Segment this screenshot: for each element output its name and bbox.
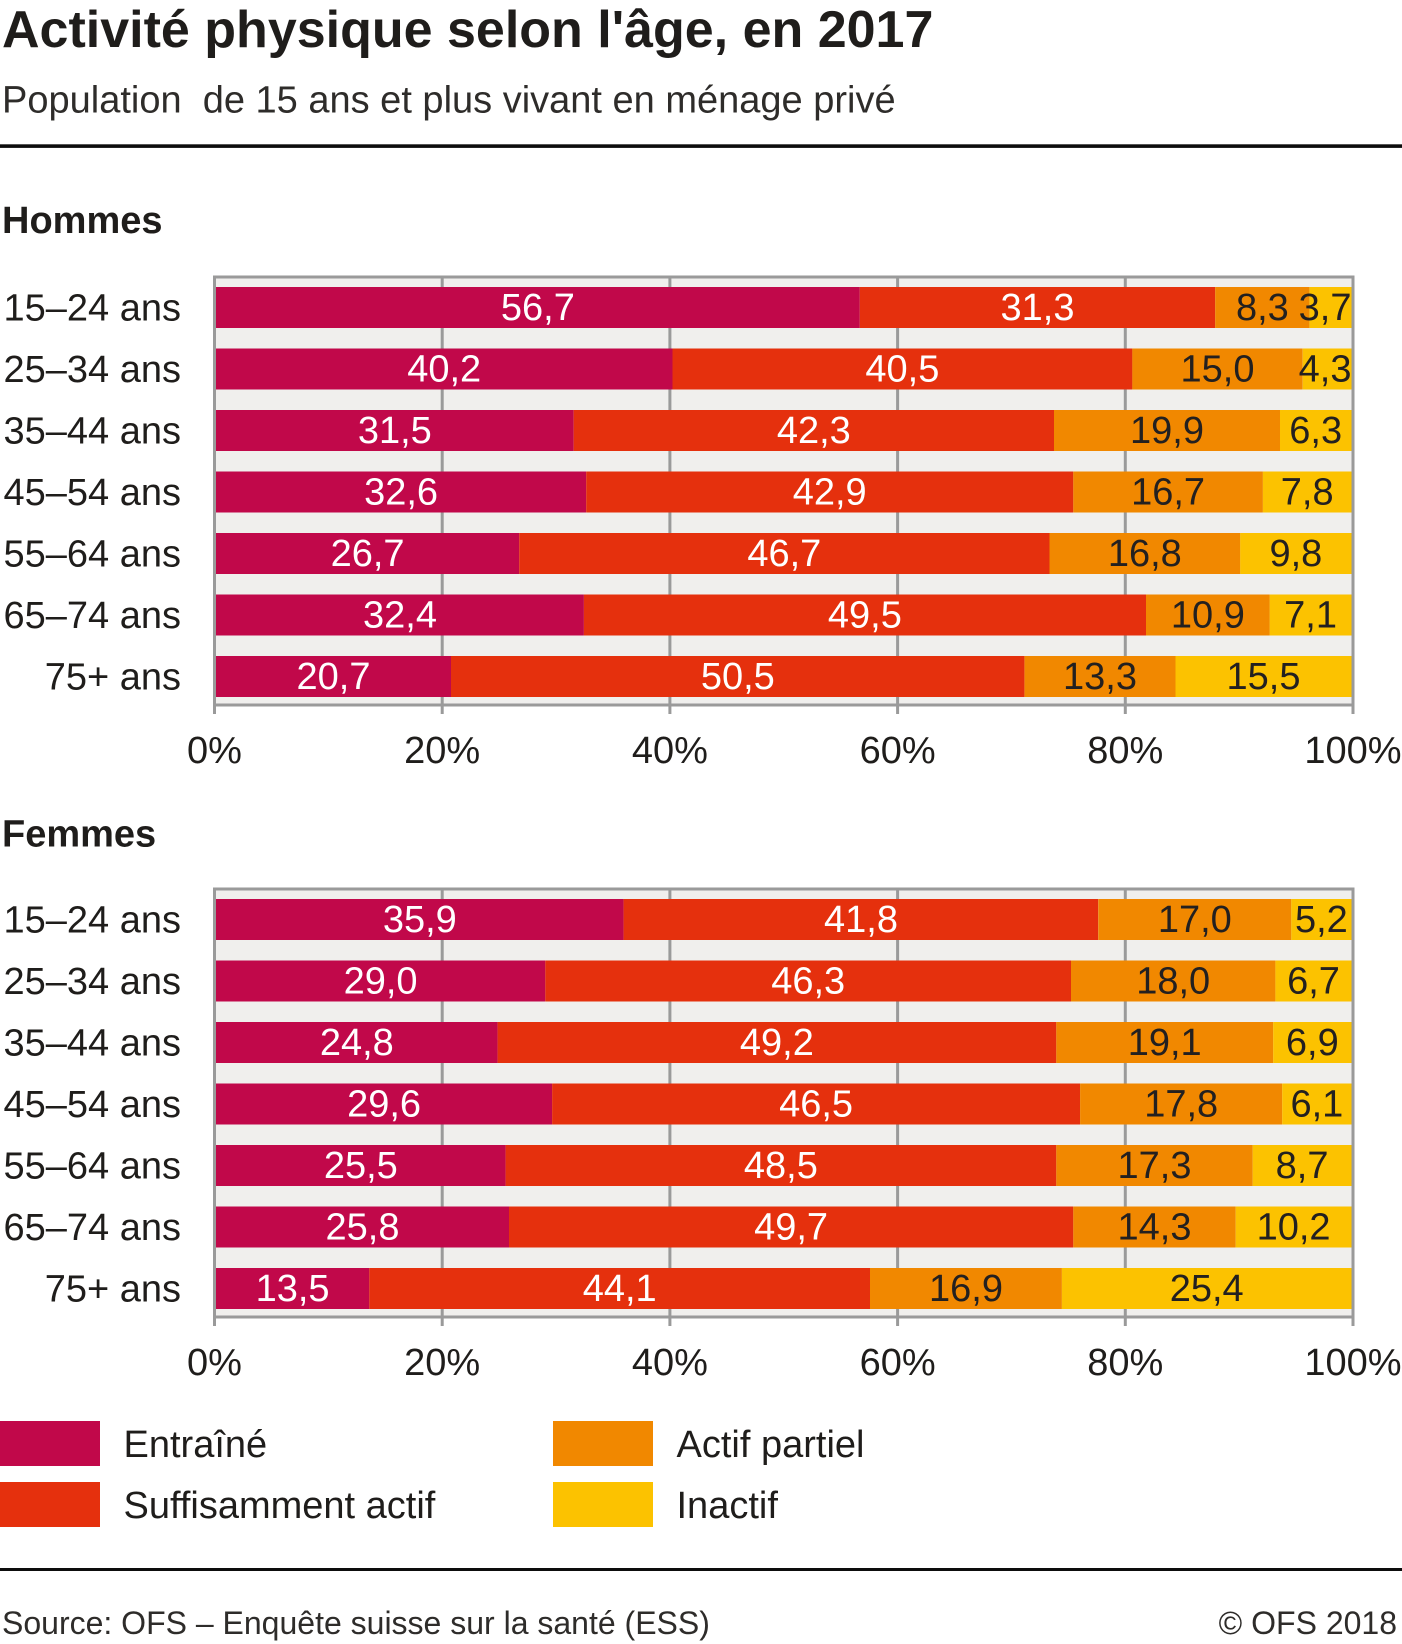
svg-text:Hommes: Hommes xyxy=(2,200,163,242)
svg-text:Source: OFS – Enquête suisse s: Source: OFS – Enquête suisse sur la sant… xyxy=(2,1605,710,1641)
svg-text:49,2: 49,2 xyxy=(740,1022,814,1064)
svg-text:10,9: 10,9 xyxy=(1171,595,1245,637)
svg-text:3,7: 3,7 xyxy=(1299,287,1352,329)
svg-text:13,5: 13,5 xyxy=(256,1268,330,1310)
svg-text:6,1: 6,1 xyxy=(1290,1084,1343,1126)
svg-text:40%: 40% xyxy=(632,730,708,772)
svg-text:0%: 0% xyxy=(187,1342,242,1384)
svg-text:15–24 ans: 15–24 ans xyxy=(4,900,182,942)
svg-text:80%: 80% xyxy=(1087,730,1163,772)
svg-text:32,6: 32,6 xyxy=(364,472,438,514)
svg-text:4,3: 4,3 xyxy=(1299,349,1352,391)
svg-text:16,7: 16,7 xyxy=(1131,472,1205,514)
svg-text:13,3: 13,3 xyxy=(1063,656,1137,698)
svg-text:32,4: 32,4 xyxy=(363,595,437,637)
svg-text:5,2: 5,2 xyxy=(1295,899,1348,941)
svg-text:100%: 100% xyxy=(1304,1342,1401,1384)
svg-text:14,3: 14,3 xyxy=(1118,1207,1192,1249)
svg-text:45–54 ans: 45–54 ans xyxy=(4,472,182,514)
svg-text:19,1: 19,1 xyxy=(1128,1022,1202,1064)
svg-text:15,5: 15,5 xyxy=(1227,656,1301,698)
svg-text:17,0: 17,0 xyxy=(1158,899,1232,941)
svg-text:Activité physique selon l'âge,: Activité physique selon l'âge, en 2017 xyxy=(2,1,933,59)
svg-text:25,8: 25,8 xyxy=(326,1207,400,1249)
svg-text:20%: 20% xyxy=(404,730,480,772)
svg-text:© OFS 2018: © OFS 2018 xyxy=(1219,1605,1397,1641)
svg-text:46,3: 46,3 xyxy=(771,961,845,1003)
svg-text:6,3: 6,3 xyxy=(1289,410,1342,452)
svg-text:24,8: 24,8 xyxy=(320,1022,394,1064)
svg-text:20%: 20% xyxy=(404,1342,480,1384)
svg-text:16,8: 16,8 xyxy=(1108,533,1182,575)
svg-text:55–64 ans: 55–64 ans xyxy=(4,1146,182,1188)
svg-text:35–44 ans: 35–44 ans xyxy=(4,1023,182,1065)
svg-text:49,5: 49,5 xyxy=(828,595,902,637)
svg-text:20,7: 20,7 xyxy=(297,656,371,698)
svg-text:17,8: 17,8 xyxy=(1144,1084,1218,1126)
svg-text:25,4: 25,4 xyxy=(1170,1268,1244,1310)
svg-text:Population de 15 ans et plus: Population de 15 ans et plus vivant en m… xyxy=(2,80,896,122)
svg-text:15,0: 15,0 xyxy=(1181,349,1255,391)
svg-text:31,5: 31,5 xyxy=(358,410,432,452)
svg-text:65–74 ans: 65–74 ans xyxy=(4,1207,182,1249)
svg-text:75+ ans: 75+ ans xyxy=(45,1269,181,1311)
svg-text:46,7: 46,7 xyxy=(747,533,821,575)
svg-text:41,8: 41,8 xyxy=(824,899,898,941)
svg-text:Suffisamment actif: Suffisamment actif xyxy=(124,1485,436,1527)
svg-text:Inactif: Inactif xyxy=(677,1485,779,1527)
svg-text:15–24 ans: 15–24 ans xyxy=(4,288,182,330)
svg-text:25–34 ans: 25–34 ans xyxy=(4,961,182,1003)
svg-text:49,7: 49,7 xyxy=(754,1207,828,1249)
svg-text:42,9: 42,9 xyxy=(793,472,867,514)
svg-text:35–44 ans: 35–44 ans xyxy=(4,411,182,453)
svg-text:60%: 60% xyxy=(860,730,936,772)
svg-text:10,2: 10,2 xyxy=(1257,1207,1331,1249)
svg-text:56,7: 56,7 xyxy=(501,287,575,329)
svg-text:48,5: 48,5 xyxy=(744,1145,818,1187)
svg-text:25–34 ans: 25–34 ans xyxy=(4,349,182,391)
svg-text:35,9: 35,9 xyxy=(383,899,457,941)
svg-text:6,9: 6,9 xyxy=(1286,1022,1339,1064)
svg-text:80%: 80% xyxy=(1087,1342,1163,1384)
svg-text:44,1: 44,1 xyxy=(583,1268,657,1310)
svg-text:100%: 100% xyxy=(1304,730,1401,772)
svg-text:75+ ans: 75+ ans xyxy=(45,657,181,699)
svg-text:18,0: 18,0 xyxy=(1136,961,1210,1003)
svg-text:40,5: 40,5 xyxy=(865,349,939,391)
svg-text:9,8: 9,8 xyxy=(1269,533,1322,575)
svg-text:45–54 ans: 45–54 ans xyxy=(4,1084,182,1126)
svg-text:31,3: 31,3 xyxy=(1001,287,1075,329)
svg-text:19,9: 19,9 xyxy=(1130,410,1204,452)
svg-text:29,0: 29,0 xyxy=(344,961,418,1003)
svg-text:7,1: 7,1 xyxy=(1284,595,1337,637)
svg-text:50,5: 50,5 xyxy=(701,656,775,698)
svg-text:25,5: 25,5 xyxy=(324,1145,398,1187)
svg-text:Actif partiel: Actif partiel xyxy=(677,1424,865,1466)
svg-text:40,2: 40,2 xyxy=(407,349,481,391)
svg-text:8,7: 8,7 xyxy=(1276,1145,1329,1187)
svg-text:42,3: 42,3 xyxy=(777,410,851,452)
svg-text:0%: 0% xyxy=(187,730,242,772)
svg-text:40%: 40% xyxy=(632,1342,708,1384)
svg-text:7,8: 7,8 xyxy=(1281,472,1334,514)
svg-text:26,7: 26,7 xyxy=(331,533,405,575)
svg-text:60%: 60% xyxy=(860,1342,936,1384)
svg-text:8,3: 8,3 xyxy=(1236,287,1289,329)
svg-text:Entraîné: Entraîné xyxy=(124,1424,268,1466)
svg-text:65–74 ans: 65–74 ans xyxy=(4,595,182,637)
svg-text:46,5: 46,5 xyxy=(779,1084,853,1126)
svg-text:17,3: 17,3 xyxy=(1118,1145,1192,1187)
svg-text:Femmes: Femmes xyxy=(2,814,156,856)
svg-text:16,9: 16,9 xyxy=(929,1268,1003,1310)
svg-text:29,6: 29,6 xyxy=(347,1084,421,1126)
svg-text:55–64 ans: 55–64 ans xyxy=(4,534,182,576)
svg-text:6,7: 6,7 xyxy=(1287,961,1340,1003)
